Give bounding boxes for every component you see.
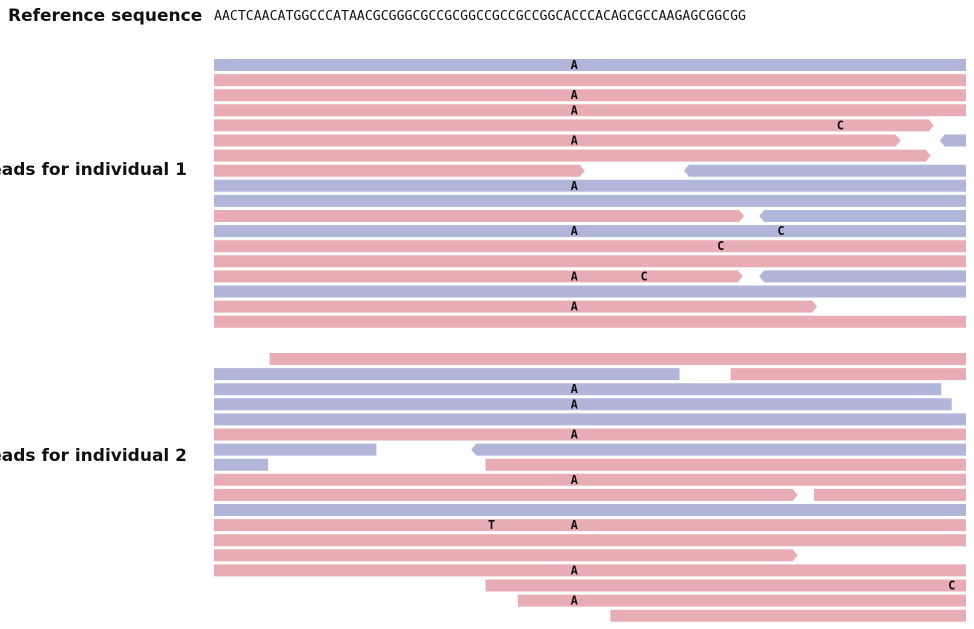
mismatch-base: A (571, 224, 579, 238)
forward-read (214, 255, 966, 268)
mismatch-base: A (571, 594, 579, 608)
reverse-read (759, 210, 966, 222)
reverse-read (759, 270, 966, 283)
mismatch-base: A (571, 88, 579, 102)
forward-read (485, 458, 966, 471)
individual-2-label: Reads for individual 2 (0, 446, 187, 466)
forward-read (730, 368, 966, 381)
mismatch-base: A (571, 269, 579, 283)
forward-read (214, 134, 901, 147)
mismatch-base: C (837, 118, 844, 132)
forward-read (269, 353, 967, 365)
forward-read (214, 89, 966, 102)
mismatch-base: A (571, 397, 579, 411)
reverse-read (214, 285, 966, 298)
forward-read (214, 315, 966, 328)
reference-sequence: AACTCAACATGGCCCATAACGCGGGCGCCGCGGCCGCCGC… (214, 9, 746, 24)
forward-read (214, 300, 818, 313)
forward-read (485, 579, 966, 592)
reverse-read (214, 194, 966, 207)
mismatch-base: A (571, 134, 579, 148)
mismatch-base: C (777, 224, 784, 238)
forward-read (214, 74, 966, 87)
reverse-read (471, 443, 966, 456)
forward-read (610, 609, 966, 622)
reverse-read (214, 59, 966, 71)
forward-read (214, 210, 745, 222)
reverse-read (939, 134, 966, 147)
reverse-read (214, 413, 966, 426)
forward-read (214, 164, 585, 177)
mismatch-base: A (571, 179, 579, 193)
forward-read (214, 240, 966, 253)
forward-read (214, 549, 798, 562)
forward-read (814, 488, 966, 501)
mismatch-base: C (717, 239, 724, 253)
mismatch-base: A (571, 58, 579, 72)
forward-read (214, 428, 966, 441)
reverse-read (214, 225, 966, 238)
reverse-read (214, 383, 942, 396)
reverse-read (214, 179, 966, 192)
forward-read (214, 149, 931, 162)
forward-read (214, 488, 798, 501)
reverse-read (684, 164, 966, 177)
reverse-read (214, 504, 966, 516)
forward-read (214, 519, 966, 532)
forward-read (517, 594, 966, 607)
reverse-read (214, 368, 680, 381)
reverse-read (214, 458, 269, 471)
mismatch-base: C (640, 269, 647, 283)
mismatch-base: A (571, 300, 579, 314)
mismatch-base: A (571, 518, 579, 532)
forward-read (214, 270, 743, 283)
forward-read (214, 564, 966, 577)
mismatch-base: A (571, 103, 579, 117)
forward-read (214, 119, 934, 132)
mismatch-base: T (488, 518, 495, 532)
mismatch-base: A (571, 428, 579, 442)
reverse-read (214, 398, 952, 411)
mismatch-base: C (948, 579, 955, 593)
forward-read (214, 473, 966, 486)
mismatch-base: A (571, 563, 579, 577)
reference-sequence-label: Reference sequence (8, 6, 203, 26)
forward-read (214, 104, 966, 117)
mismatch-base: A (571, 473, 579, 487)
reverse-read (214, 443, 377, 456)
individual-1-label: Reads for individual 1 (0, 160, 187, 180)
forward-read (214, 534, 966, 547)
mismatch-base: A (571, 382, 579, 396)
